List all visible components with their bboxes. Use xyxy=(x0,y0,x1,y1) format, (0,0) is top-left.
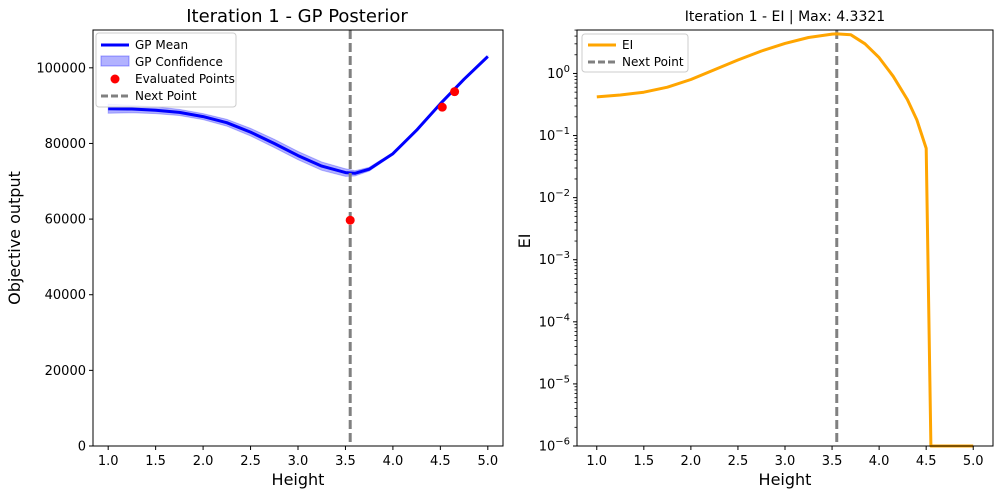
ei-y-ticks: 100 10−1 10−2 10−3 10−4 10−5 10−6 xyxy=(539,29,577,455)
gp-x-axis-label: Height xyxy=(272,470,325,489)
gp-x-tick-label: 1.0 xyxy=(98,454,119,469)
ei-chart-title: Iteration 1 - EI | Max: 4.3321 xyxy=(685,9,885,25)
ei-y-axis-label: EI xyxy=(515,234,534,249)
ei-x-tick-label: 4.5 xyxy=(916,454,937,469)
legend-ei-next-point-label: Next Point xyxy=(622,55,684,69)
ei-x-ticks: 1.0 1.5 2.0 2.5 3.0 3.5 4.0 4.5 5.0 xyxy=(586,446,984,469)
evaluated-point xyxy=(345,215,355,225)
ei-y-tick-label: 10−5 xyxy=(539,374,570,392)
gp-x-tick-label: 5.0 xyxy=(477,454,498,469)
gp-mean-line xyxy=(108,55,489,175)
ei-x-tick-label: 5.0 xyxy=(963,454,984,469)
gp-x-tick-label: 2.5 xyxy=(240,454,261,469)
legend-gp-confidence-swatch xyxy=(100,55,130,67)
ei-x-tick-label: 4.0 xyxy=(869,454,890,469)
ei-y-tick-label: 10−6 xyxy=(539,437,570,455)
gp-x-tick-label: 4.0 xyxy=(383,454,404,469)
ei-x-tick-label: 2.5 xyxy=(728,454,749,469)
gp-legend: GP Mean GP Confidence Evaluated Points N… xyxy=(95,32,237,108)
ei-y-tick-label: 10−1 xyxy=(539,126,570,144)
gp-x-tick-label: 2.0 xyxy=(193,454,214,469)
legend-next-point-label: Next Point xyxy=(135,89,197,103)
ei-legend: EI Next Point xyxy=(581,33,689,73)
legend-gp-mean-label: GP Mean xyxy=(135,38,188,52)
ei-x-tick-label: 3.5 xyxy=(822,454,843,469)
ei-x-tick-label: 1.5 xyxy=(633,454,654,469)
gp-y-tick-label: 0 xyxy=(78,440,86,455)
ei-x-axis-label: Height xyxy=(759,470,812,489)
legend-ei-label: EI xyxy=(622,38,633,52)
legend-evaluated-points-label: Evaluated Points xyxy=(135,72,235,86)
ei-line xyxy=(596,32,974,448)
ei-chart: Iteration 1 - EI | Max: 4.3321 1.0 1.5 2.0… xyxy=(515,9,994,489)
legend-gp-confidence-label: GP Confidence xyxy=(135,55,223,69)
gp-y-tick-label: 100000 xyxy=(36,61,86,76)
ei-plot-area xyxy=(596,30,974,448)
evaluated-point xyxy=(450,87,460,97)
gp-legend-box xyxy=(95,32,237,108)
evaluated-point xyxy=(437,102,447,112)
ei-x-tick-label: 3.0 xyxy=(775,454,796,469)
gp-y-tick-label: 20000 xyxy=(45,364,86,379)
ei-y-tick-label: 10−2 xyxy=(539,188,570,206)
gp-plot-area xyxy=(107,30,489,446)
gp-y-axis-label: Objective output xyxy=(5,171,24,305)
gp-x-tick-label: 4.5 xyxy=(430,454,451,469)
ei-x-tick-label: 2.0 xyxy=(681,454,702,469)
gp-x-tick-label: 3.5 xyxy=(335,454,356,469)
legend-evaluated-points-marker xyxy=(110,74,120,84)
gp-y-ticks: 0 20000 40000 60000 80000 100000 xyxy=(36,61,93,455)
gp-x-tick-label: 1.5 xyxy=(145,454,166,469)
gp-y-tick-label: 60000 xyxy=(45,213,86,228)
gp-y-tick-label: 80000 xyxy=(45,137,86,152)
ei-y-tick-label: 100 xyxy=(547,64,570,82)
ei-x-tick-label: 1.0 xyxy=(586,454,607,469)
ei-y-tick-label: 10−4 xyxy=(539,312,570,330)
gp-x-ticks: 1.0 1.5 2.0 2.5 3.0 3.5 4.0 4.5 5.0 xyxy=(98,446,498,469)
ei-y-tick-label: 10−3 xyxy=(539,250,570,268)
gp-y-tick-label: 40000 xyxy=(45,288,86,303)
gp-posterior-chart: Iteration 1 - GP Posterior 1.0 1.5 2.0 2.5 3… xyxy=(5,6,504,489)
gp-chart-title: Iteration 1 - GP Posterior xyxy=(186,6,408,27)
gp-x-tick-label: 3.0 xyxy=(288,454,309,469)
